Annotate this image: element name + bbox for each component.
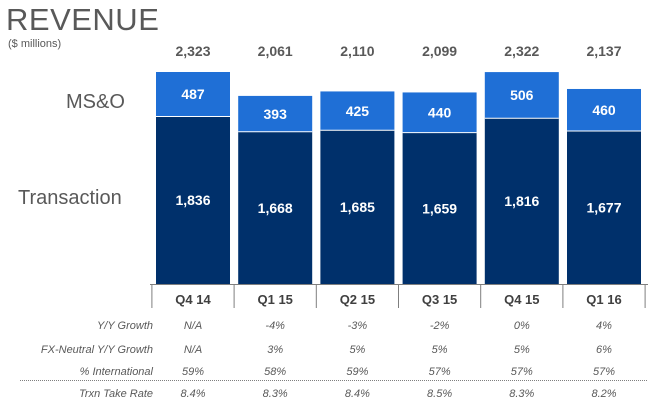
total-label-q1-15: 2,061 xyxy=(258,43,293,59)
category-label-q4-15: Q4 15 xyxy=(504,292,539,307)
table-cell: 5% xyxy=(513,344,530,356)
msao-bar-q2-15 xyxy=(320,91,395,131)
category-label-q2-15: Q2 15 xyxy=(340,292,375,307)
transaction-bar-q1-15 xyxy=(238,131,313,284)
msao-value-label-q1-15: 393 xyxy=(264,106,288,122)
chart-title: REVENUE xyxy=(6,2,160,37)
table-cell: 59% xyxy=(181,366,205,378)
stacked-bar-chart: 1,836 487 2,323 Q4 14 1,668 393 2,061 Q1 15 1,68… xyxy=(150,43,648,308)
msao-value-label-q1-16: 460 xyxy=(592,102,616,118)
chart-subtitle: ($ millions) xyxy=(8,38,62,50)
transaction-bar-q2-15 xyxy=(320,130,395,284)
msao-value-label-q4-14: 487 xyxy=(181,86,205,102)
table-cell: 57% xyxy=(592,366,616,378)
table-row-label: Trxn Take Rate xyxy=(79,388,153,400)
table-row: Y/Y Growth N/A -4% -3% -2% 0% 4% xyxy=(0,316,655,336)
table-cell: -4% xyxy=(265,320,285,332)
total-label-q4-14: 2,323 xyxy=(175,43,210,59)
msao-bar-q3-15 xyxy=(402,92,477,133)
table-cell: 57% xyxy=(510,366,533,378)
transaction-segment-label: Transaction xyxy=(18,187,122,209)
table-row: % International 59% 58% 59% 57% 57% 57% xyxy=(0,362,655,382)
transaction-bar-q4-15 xyxy=(484,118,559,285)
table-cell: 4% xyxy=(596,320,612,332)
msao-bar-q4-14 xyxy=(156,72,230,117)
table-cell: -3% xyxy=(347,320,368,332)
transaction-value-label-q4-15: 1,816 xyxy=(504,193,539,209)
table-cell: 3% xyxy=(267,344,284,356)
table-row: FX-Neutral Y/Y Growth N/A 3% 5% 5% 5% 6% xyxy=(0,340,655,360)
table-cell: 8.3% xyxy=(509,388,535,400)
table-cell: 8.4% xyxy=(344,388,370,400)
table-cell: 5% xyxy=(349,344,366,356)
transaction-bar-q3-15 xyxy=(402,132,477,284)
transaction-value-label-q1-15: 1,668 xyxy=(258,200,293,216)
msao-value-label-q4-15: 506 xyxy=(510,87,534,103)
msao-value-label-q3-15: 440 xyxy=(428,105,452,121)
table-cell: 58% xyxy=(264,366,287,378)
category-label-q1-15: Q1 15 xyxy=(257,292,292,307)
table-cell: 0% xyxy=(513,320,530,332)
category-label-q3-15: Q3 15 xyxy=(422,292,457,307)
msao-segment-label: MS&O xyxy=(66,91,125,113)
table-cell: 8.3% xyxy=(262,388,288,400)
total-label-q3-15: 2,099 xyxy=(422,43,457,59)
transaction-value-label-q3-15: 1,659 xyxy=(422,200,457,216)
table-divider xyxy=(20,380,647,381)
transaction-value-label-q1-16: 1,677 xyxy=(586,199,621,215)
table-cell: N/A xyxy=(183,344,203,356)
table-cell: 8.5% xyxy=(427,388,453,400)
table-cell: 8.4% xyxy=(180,388,206,400)
table-row-label: FX-Neutral Y/Y Growth xyxy=(40,344,153,356)
total-label-q2-15: 2,110 xyxy=(340,43,374,59)
msao-bar-q1-16 xyxy=(567,88,641,131)
table-cell: 59% xyxy=(346,366,369,378)
transaction-value-label-q2-15: 1,685 xyxy=(340,199,375,215)
transaction-bar-q1-16 xyxy=(567,130,641,284)
total-label-q4-15: 2,322 xyxy=(504,43,539,59)
category-label-q4-14: Q4 14 xyxy=(175,292,211,307)
table-row-label: Y/Y Growth xyxy=(96,320,153,332)
table-row: Trxn Take Rate 8.4% 8.3% 8.4% 8.5% 8.3% 8.2% xyxy=(0,384,655,404)
table-cell: N/A xyxy=(183,320,203,332)
table-cell: 8.2% xyxy=(591,388,617,400)
category-label-q1-16: Q1 16 xyxy=(586,292,621,307)
transaction-bar-q4-14 xyxy=(156,116,230,285)
table-cell: -2% xyxy=(429,320,450,332)
total-label-q1-16: 2,137 xyxy=(586,43,621,59)
table-cell: 6% xyxy=(596,344,612,356)
transaction-value-label-q4-14: 1,836 xyxy=(175,192,210,208)
table-row-label: % International xyxy=(79,366,153,378)
msao-value-label-q2-15: 425 xyxy=(346,103,370,119)
table-cell: 5% xyxy=(431,344,448,356)
table-cell: 57% xyxy=(428,366,451,378)
msao-bar-q4-15 xyxy=(484,72,559,119)
msao-bar-q1-15 xyxy=(238,95,313,132)
